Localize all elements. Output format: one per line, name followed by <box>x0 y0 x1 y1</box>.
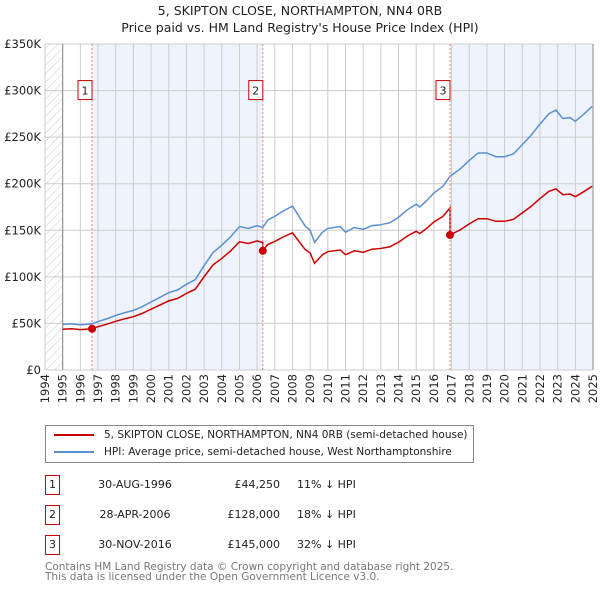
x-tick-label: 2022 <box>533 374 547 403</box>
x-tick-label: 2006 <box>250 374 264 403</box>
sale-price: £44,250 <box>234 478 281 491</box>
legend-item-property: 5, SKIPTON CLOSE, NORTHAMPTON, NN4 0RB (… <box>54 429 468 441</box>
sale-row: 1 30-AUG-1996 £44,250 11% ↓ HPI <box>45 475 445 495</box>
y-tick-label: £250K <box>4 130 41 144</box>
legend-label-property: 5, SKIPTON CLOSE, NORTHAMPTON, NN4 0RB (… <box>104 429 468 441</box>
sale-marker: 1 <box>45 475 60 495</box>
property-price-line <box>62 185 593 331</box>
x-tick-label: 1997 <box>91 374 105 403</box>
x-tick-label: 2005 <box>232 374 246 403</box>
sale-row: 2 28-APR-2006 £128,000 18% ↓ HPI <box>45 505 445 525</box>
chart-subtitle: Price paid vs. HM Land Registry's House … <box>121 20 479 35</box>
x-tick-label: 2024 <box>568 374 582 403</box>
x-tick-label: 2011 <box>339 374 353 403</box>
footer: Contains HM Land Registry data © Crown c… <box>45 561 454 583</box>
price-chart: £0 £50K £100K £150K £200K £250K £300K £350K 1994… <box>4 37 600 403</box>
chart-legend: 5, SKIPTON CLOSE, NORTHAMPTON, NN4 0RB (… <box>45 425 474 463</box>
sale-marker: 3 <box>45 535 60 555</box>
chart-title: 5, SKIPTON CLOSE, NORTHAMPTON, NN4 0RB <box>157 3 443 18</box>
legend-swatch-hpi <box>54 451 94 453</box>
x-tick-label: 2008 <box>285 374 299 403</box>
y-tick-label: £350K <box>4 37 41 51</box>
x-tick-label: 2025 <box>586 374 600 403</box>
x-tick-label: 2014 <box>392 374 406 403</box>
x-tick-label: 2023 <box>551 374 565 403</box>
shaded-period <box>449 44 593 370</box>
x-tick-label: 1996 <box>73 374 87 403</box>
x-tick-label: 1995 <box>56 374 70 403</box>
sale-price: £145,000 <box>227 538 281 551</box>
legend-label-hpi: HPI: Average price, semi-detached house,… <box>104 446 452 458</box>
y-tick-label: £300K <box>4 84 41 98</box>
y-tick-label: £100K <box>4 270 41 284</box>
x-tick-label: 2000 <box>144 374 158 403</box>
legend-item-hpi: HPI: Average price, semi-detached house,… <box>54 446 452 458</box>
sale-label: 3 <box>439 85 446 98</box>
x-tick-label: 2017 <box>445 374 459 403</box>
x-tick-label: 2009 <box>303 374 317 403</box>
x-tick-label: 2019 <box>480 374 494 403</box>
x-tick-label: 1999 <box>126 374 140 403</box>
sale-label-box <box>435 80 451 101</box>
sale-label: 2 <box>252 85 259 98</box>
sale-date: 30-NOV-2016 <box>98 538 172 551</box>
sale-hpi-diff: 18% ↓ HPI <box>297 508 356 521</box>
x-tick-label: 1994 <box>38 374 52 403</box>
x-tick-label: 2003 <box>197 374 211 403</box>
hpi-line <box>62 105 593 326</box>
x-tick-label: 2004 <box>215 374 229 403</box>
x-tick-label: 2012 <box>356 374 370 403</box>
x-tick-label: 2002 <box>179 374 193 403</box>
sale-label-box <box>77 80 93 101</box>
y-tick-label: £150K <box>4 223 41 237</box>
footer-licence: This data is licensed under the Open Gov… <box>45 571 380 583</box>
footer-copyright: Contains HM Land Registry data © Crown c… <box>45 561 454 573</box>
sale-point <box>88 324 97 333</box>
x-tick-label: 2018 <box>462 374 476 403</box>
x-tick-label: 2015 <box>409 374 423 403</box>
x-tick-label: 2020 <box>498 374 512 403</box>
x-tick-label: 2007 <box>268 374 282 403</box>
y-tick-label: £50K <box>12 316 42 330</box>
sale-label: 1 <box>82 85 89 98</box>
x-tick-label: 2013 <box>374 374 388 403</box>
sale-point <box>258 246 267 255</box>
sale-label-box <box>248 80 264 101</box>
sale-date: 28-APR-2006 <box>99 508 171 521</box>
x-tick-label: 2001 <box>162 374 176 403</box>
sale-hpi-diff: 11% ↓ HPI <box>297 478 356 491</box>
x-tick-label: 2021 <box>515 374 529 403</box>
x-tick-label: 2016 <box>427 374 441 403</box>
y-tick-label: £200K <box>4 177 41 191</box>
x-tick-label: 1998 <box>109 374 123 403</box>
shaded-period <box>92 44 263 370</box>
sale-date: 30-AUG-1996 <box>98 478 172 491</box>
x-tick-label: 2010 <box>321 374 335 403</box>
no-data-hatch <box>45 44 63 370</box>
y-tick-label: £0 <box>26 363 41 377</box>
legend-swatch-property <box>54 434 94 436</box>
sale-hpi-diff: 32% ↓ HPI <box>297 538 356 551</box>
sale-row: 3 30-NOV-2016 £145,000 32% ↓ HPI <box>45 535 445 555</box>
sale-price: £128,000 <box>227 508 281 521</box>
sale-point <box>445 230 454 239</box>
sale-marker: 2 <box>45 505 60 525</box>
